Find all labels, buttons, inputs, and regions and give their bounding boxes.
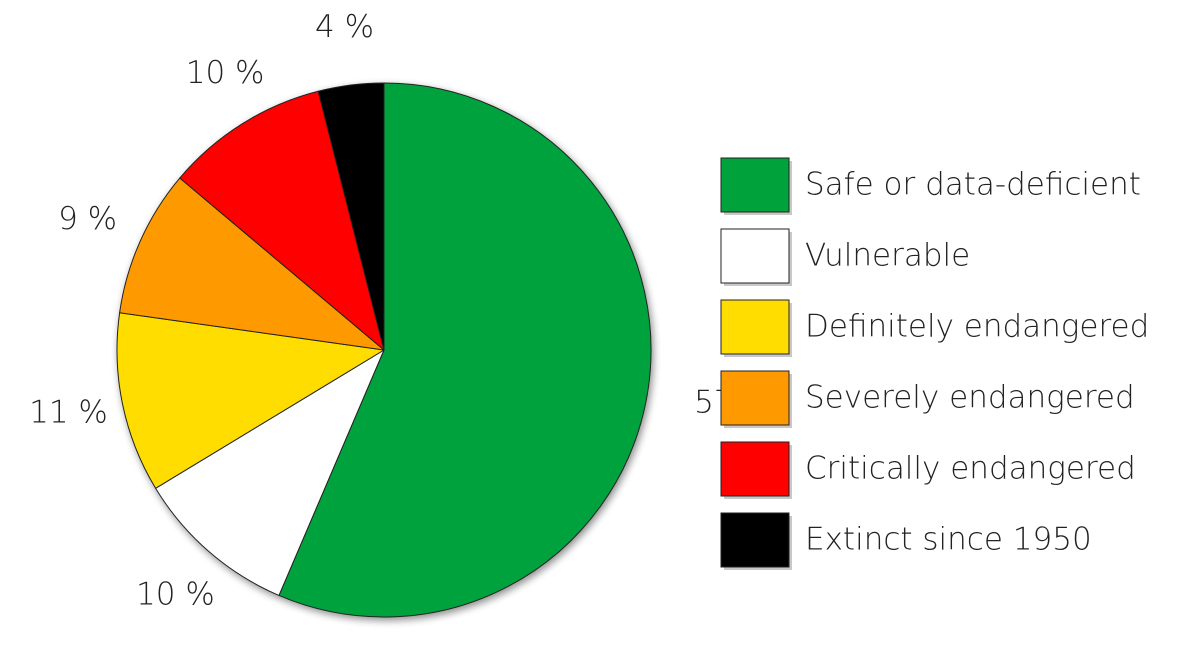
pie-slice-extinct-since-1950 bbox=[317, 82, 385, 351]
legend-label: Extinct since 1950 bbox=[805, 522, 1092, 558]
legend-item-vulnerable: Vulnerable bbox=[720, 228, 970, 286]
legend-label: Vulnerable bbox=[805, 238, 970, 274]
pie-group bbox=[116, 82, 652, 618]
pie-slice-definitely-endangered bbox=[116, 312, 385, 489]
legend-label: Safe or data-deficient bbox=[805, 167, 1141, 203]
pie-slice-severely-endangered bbox=[119, 177, 385, 351]
slice-label-severely-endangered: 9 % bbox=[58, 201, 117, 237]
pie-slice-safe-or-data-deficient bbox=[278, 82, 652, 618]
pie-slice-vulnerable bbox=[155, 349, 385, 596]
slice-label-extinct-since-1950: 4 % bbox=[315, 9, 374, 45]
legend-item-extinct-since-1950: Extinct since 1950 bbox=[720, 512, 1092, 570]
legend-swatch bbox=[720, 299, 790, 355]
legend-swatch bbox=[720, 228, 790, 284]
slice-label-critically-endangered: 10 % bbox=[186, 55, 265, 91]
legend-item-severely-endangered: Severely endangered bbox=[720, 370, 1135, 428]
legend-label: Critically endangered bbox=[805, 451, 1136, 487]
legend-item-definitely-endangered: Definitely endangered bbox=[720, 299, 1149, 357]
legend-item-critically-endangered: Critically endangered bbox=[720, 441, 1136, 499]
legend-label: Definitely endangered bbox=[805, 309, 1149, 345]
pie-slice-critically-endangered bbox=[179, 90, 385, 351]
slice-label-definitely-endangered: 11 % bbox=[29, 394, 108, 430]
legend-label: Severely endangered bbox=[805, 380, 1135, 416]
slice-labels: 57 %10 %11 %9 %10 %4 % bbox=[29, 9, 773, 613]
legend: Safe or data-deficient Vulnerable Definite… bbox=[720, 157, 1149, 570]
legend-swatch bbox=[720, 441, 790, 497]
legend-item-safe-or-data-deficient: Safe or data-deficient bbox=[720, 157, 1141, 215]
slice-label-vulnerable: 10 % bbox=[136, 577, 215, 613]
legend-swatch bbox=[720, 157, 790, 213]
legend-swatch bbox=[720, 370, 790, 426]
legend-swatch bbox=[720, 512, 790, 568]
